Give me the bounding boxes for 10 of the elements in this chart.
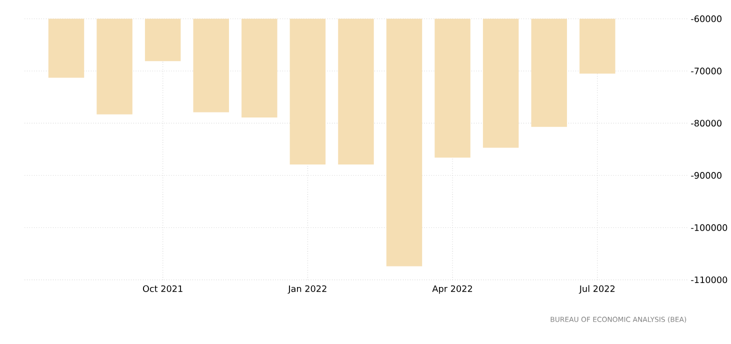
x-tick-label: Jul 2022 bbox=[578, 285, 615, 294]
x-tick-label: Apr 2022 bbox=[432, 285, 472, 294]
y-tick-label: -90000 bbox=[691, 172, 722, 179]
x-tick-label: Oct 2021 bbox=[142, 285, 182, 292]
y-tick-label: -70000 bbox=[691, 68, 722, 74]
y-tick-label: -80000 bbox=[691, 120, 722, 127]
y-tick-label: -100000 bbox=[691, 224, 728, 231]
y-tick-label: -60000 bbox=[691, 15, 722, 22]
x-tick-label: Jan 2022 bbox=[288, 285, 326, 294]
y-tick-label: -110000 bbox=[691, 276, 728, 284]
